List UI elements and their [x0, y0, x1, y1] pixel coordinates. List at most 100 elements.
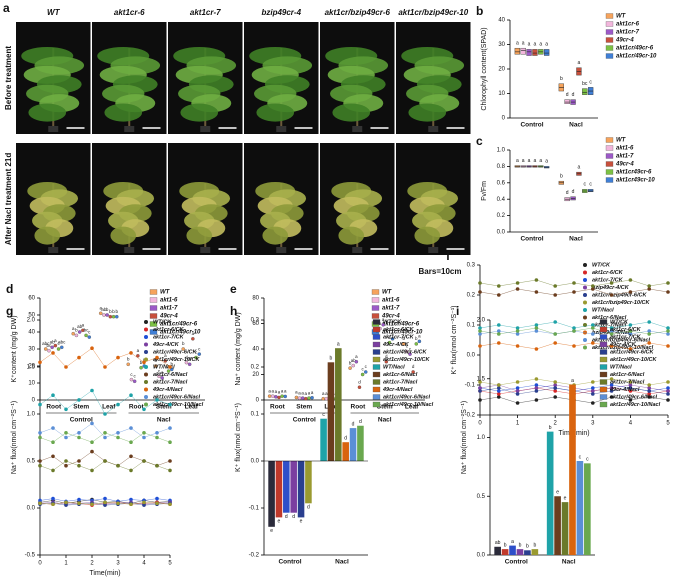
significance-letter: b [415, 336, 418, 341]
point [77, 355, 81, 360]
pot [428, 126, 439, 132]
point [129, 377, 134, 382]
significance-letter: b [112, 309, 115, 314]
legend-label: 49cr-4 [381, 314, 400, 320]
y-tick-label: 0.6 [497, 180, 506, 186]
legend-label: akt1-7 [160, 306, 178, 312]
point [297, 396, 302, 400]
significance-letter: a [539, 158, 542, 164]
legend-label: akt1cr-7/Nacl [383, 379, 418, 385]
point [103, 435, 107, 440]
legend-swatch [599, 401, 608, 408]
legend-label: akt1cr-7/Nacl [592, 322, 627, 328]
point [609, 383, 614, 387]
x-tick-label: Leaf [405, 404, 419, 411]
point [553, 380, 557, 384]
significance-letter: a [528, 42, 531, 48]
significance-letter: b [560, 173, 563, 179]
point [628, 329, 633, 333]
point [534, 326, 539, 330]
x-tick-label: 1 [516, 421, 520, 427]
legend-label: 49cr-4/Nacl [609, 387, 640, 393]
significance-letter: c [161, 370, 164, 375]
legend-swatch [583, 263, 587, 267]
panel-label: b [476, 4, 483, 18]
point [47, 348, 51, 353]
point [116, 435, 120, 440]
point [387, 340, 392, 345]
legend-swatch [372, 356, 381, 363]
point [478, 389, 482, 393]
point [647, 284, 651, 288]
bar [494, 546, 501, 555]
box [544, 49, 550, 56]
significance-letter: a [516, 41, 519, 47]
point [166, 369, 171, 373]
y-tick-label: 60 [28, 296, 35, 302]
point [98, 311, 103, 316]
point [280, 394, 284, 398]
point [351, 363, 355, 368]
pot [352, 126, 363, 132]
point [38, 435, 42, 440]
significance-letter: abc [42, 341, 50, 346]
significance-letter: a [545, 159, 548, 165]
significance-letter: c [361, 367, 364, 372]
significance-letter: b [402, 336, 405, 341]
point [381, 323, 385, 327]
significance-letter: d [572, 92, 575, 98]
bar [584, 463, 591, 555]
y-tick-label: 1.0 [477, 435, 486, 441]
legend-swatch [372, 379, 381, 385]
point [64, 500, 68, 505]
point [103, 496, 107, 501]
y-tick-label: -0.1 [249, 506, 260, 512]
point [666, 329, 670, 333]
point [168, 440, 172, 445]
legend-swatch [605, 13, 614, 19]
panel-label: d [6, 282, 13, 296]
point [628, 398, 633, 402]
legend-swatch [144, 335, 148, 339]
significance-letter: b [560, 76, 563, 82]
significance-letter: b [75, 328, 78, 333]
point [553, 320, 557, 324]
legend-swatch [583, 270, 587, 275]
box [532, 49, 538, 56]
point [64, 503, 68, 507]
legend-swatch [605, 177, 614, 183]
legend-label: akt1cr-7/CK [383, 334, 415, 340]
legend-swatch [605, 45, 614, 51]
point [497, 332, 501, 336]
bar [516, 549, 524, 555]
y-tick-label: 0 [256, 398, 260, 404]
legend-label: akt1cr/49cr-10/Nacl [153, 402, 204, 408]
bar [509, 545, 516, 555]
legend-swatch [605, 37, 614, 43]
point [348, 366, 352, 370]
leaf [180, 103, 219, 122]
legend-label: akt1cr-6/Nacl [153, 372, 188, 378]
x-tick-label: Stem [73, 404, 89, 411]
significance-letter: a [516, 158, 519, 164]
legend-label: akt1cr/49cr-6/Nacl [383, 394, 431, 400]
point [666, 392, 670, 396]
significance-letter: c [158, 368, 161, 373]
point [647, 287, 651, 291]
y-tick-label: 0.1 [467, 323, 476, 329]
significance-letter: d [188, 356, 191, 361]
significance-letter: a [528, 158, 531, 164]
legend-swatch [583, 293, 587, 297]
point [184, 360, 189, 365]
legend-swatch [599, 334, 608, 340]
point [77, 435, 81, 440]
legend-swatch [371, 305, 380, 311]
legend-label: WT [382, 290, 393, 296]
column-label: akt1cr-6 [114, 8, 145, 17]
point [38, 463, 42, 468]
significance-letter: a [278, 390, 281, 395]
point [51, 440, 55, 445]
group-label: Nacl [157, 417, 171, 424]
point [155, 355, 159, 360]
point [628, 389, 633, 393]
